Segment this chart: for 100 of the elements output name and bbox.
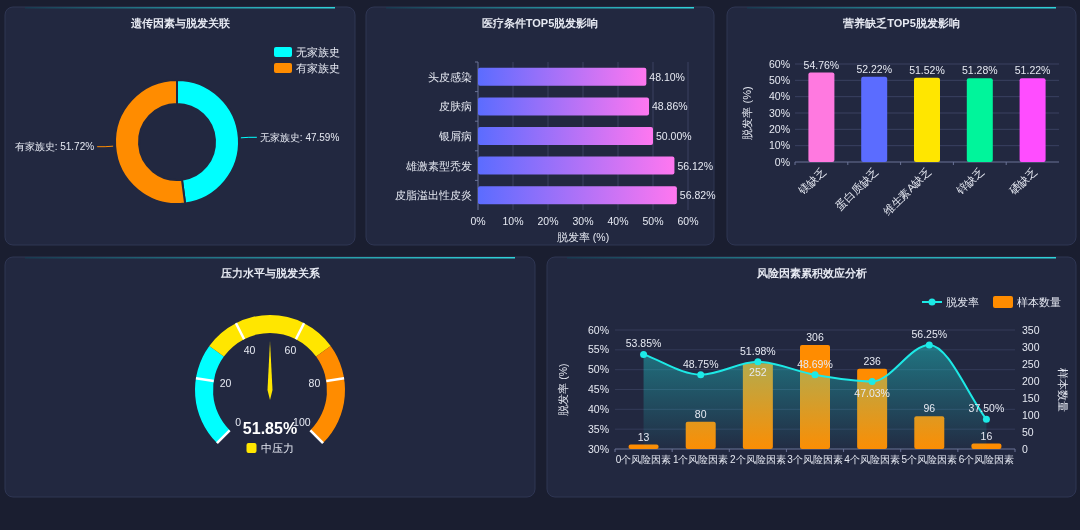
y-tick-label: 45% [587,383,609,395]
chart-title: 医疗条件TOP5脱发影响 [481,17,599,29]
bar [478,127,653,145]
data-label: 16 [980,429,993,442]
y2-axis-title: 样本数量 [1057,367,1069,412]
legend-label: 样本数量 [1017,296,1061,308]
data-label: 56.25% [911,327,948,340]
y-tick-label: 40% [768,90,790,103]
data-label: 306 [806,330,824,343]
bar [971,443,1002,449]
y-tick-label: 30% [587,442,609,455]
bar [685,421,716,449]
y-tick-label: 皮肤病 [439,100,472,113]
point [754,358,762,366]
legend-label: 脱发率 [946,296,979,308]
x-tick-label: 30% [572,215,594,227]
y-tick-label: 60% [587,323,609,336]
y2-tick-label: 50 [1022,425,1034,438]
data-label: 50.00% [656,130,692,142]
text: 20 [219,376,232,389]
data-label: 54.76% [803,58,840,71]
y2-tick-label: 350 [1022,323,1040,336]
y-tick-label: 60% [768,57,790,70]
y2-tick-label: 200 [1022,374,1040,387]
y-tick-label: 10% [768,139,790,152]
y2-tick-label: 0 [1022,442,1028,455]
x-tick-label: 50% [642,215,664,227]
text: 40 [243,343,256,356]
y-tick-label: 40% [587,402,609,415]
data-label: 51.28% [961,64,998,77]
x-tick-label: 60% [677,215,699,227]
x-tick-label: 维生素A缺乏 [880,164,934,218]
text: 80 [308,376,321,389]
x-tick-label: 蛋白质缺乏 [833,164,881,213]
y-tick-label: 35% [587,422,609,435]
point [811,371,819,379]
x-tick-label: 2个风险因素 [730,454,786,465]
x-tick-label: 1个风险因素 [672,454,729,465]
data-label: 52.22% [856,62,893,75]
data-label: 51.52% [909,63,945,76]
y-axis-title: 脱发率 (%) [741,86,753,140]
chart-title: 遗传因素与脱发关联 [129,17,231,29]
data-label: 48.75% [682,357,719,370]
point [640,350,648,358]
bar [742,363,773,449]
chart-title: 压力水平与脱发关系 [219,267,321,279]
data-label: 236 [863,354,882,367]
y2-tick-label: 100 [1022,408,1040,421]
data-label: 48.86% [652,100,688,113]
y-tick-label: 0% [774,155,790,168]
bar [478,156,675,175]
y2-tick-label: 250 [1022,357,1040,370]
x-axis-title: 脱发率 (%) [556,231,610,243]
x-tick-label: 4个风险因素 [844,454,900,465]
x-tick-label: 40% [607,215,629,227]
x-tick-label: 20% [537,215,559,227]
y-tick-label: 50% [768,73,790,86]
data-label: 80 [694,407,707,420]
legend-label: 无家族史 [296,46,340,58]
data-label: 48.10% [649,70,685,83]
x-tick-label: 0% [470,215,486,227]
data-label: 56.82% [679,189,716,202]
data-label: 252 [749,366,767,379]
data-label: 56.12% [677,159,714,172]
bar [478,186,677,205]
y2-tick-label: 300 [1022,340,1040,353]
y-tick-label: 55% [587,343,609,356]
x-tick-label: 3个风险因素 [787,454,843,465]
point [982,415,990,423]
legend-label: 有家族史 [296,62,340,74]
point [925,341,933,349]
y-tick-label: 20% [768,122,790,135]
data-label: 有家族史: 51.72% [14,141,95,153]
x-tick-label: 10% [502,215,524,227]
x-tick-label: 6个风险因素 [958,454,1015,465]
chart-title: 风险因素累积效应分析 [755,267,867,279]
y-tick-label: 雄激素型秃发 [405,159,472,172]
y-tick-label: 银屑病 [438,130,472,142]
data-label: 51.98% [740,344,776,357]
data-label: 53.85% [625,337,662,350]
y2-tick-label: 150 [1022,391,1040,404]
bar [914,416,945,449]
point [868,377,876,385]
y-tick-label: 皮脂溢出性皮炎 [395,189,472,202]
data-label: 96 [923,402,936,415]
y-axis-title: 脱发率 (%) [557,363,569,416]
y-tick-label: 30% [768,106,790,119]
data-label: 13 [637,430,650,443]
data-label: 51.22% [1014,64,1051,77]
bar [478,97,650,116]
y-tick-label: 头皮感染 [428,70,472,83]
y-tick-label: 50% [587,363,609,376]
bar [478,67,647,86]
x-tick-label: 镁缺乏 [795,164,828,198]
x-tick-label: 0个风险因素 [615,454,672,465]
point [697,371,705,379]
legend-label: 中压力 [260,442,294,454]
x-tick-label: 硒缺乏 [1006,164,1040,198]
data-label: 无家族史: 47.59% [259,131,340,143]
text: 60 [284,343,297,356]
